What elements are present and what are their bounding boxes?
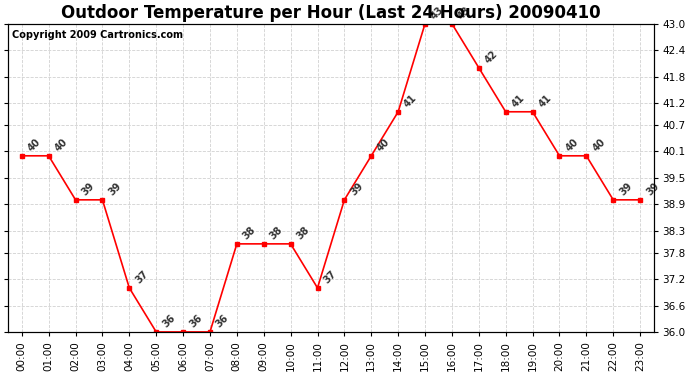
Text: 40: 40 [53, 136, 70, 153]
Text: 39: 39 [348, 180, 365, 197]
Text: 36: 36 [214, 312, 230, 329]
Text: 38: 38 [295, 224, 311, 241]
Text: 38: 38 [268, 224, 284, 241]
Text: 39: 39 [106, 180, 124, 197]
Text: 43: 43 [456, 4, 473, 21]
Text: 36: 36 [160, 312, 177, 329]
Text: 38: 38 [241, 224, 258, 241]
Text: 39: 39 [618, 180, 634, 197]
Text: 43: 43 [429, 4, 446, 21]
Text: 36: 36 [187, 312, 204, 329]
Text: Copyright 2009 Cartronics.com: Copyright 2009 Cartronics.com [12, 30, 183, 40]
Text: 40: 40 [26, 136, 43, 153]
Text: 41: 41 [537, 92, 553, 109]
Text: 39: 39 [80, 180, 97, 197]
Text: 42: 42 [483, 48, 500, 65]
Text: 37: 37 [322, 268, 338, 285]
Text: 37: 37 [133, 268, 150, 285]
Text: 40: 40 [375, 136, 392, 153]
Text: 39: 39 [644, 180, 661, 197]
Text: 40: 40 [564, 136, 580, 153]
Text: 40: 40 [591, 136, 607, 153]
Text: 41: 41 [510, 92, 526, 109]
Text: 41: 41 [402, 92, 419, 109]
Title: Outdoor Temperature per Hour (Last 24 Hours) 20090410: Outdoor Temperature per Hour (Last 24 Ho… [61, 4, 601, 22]
